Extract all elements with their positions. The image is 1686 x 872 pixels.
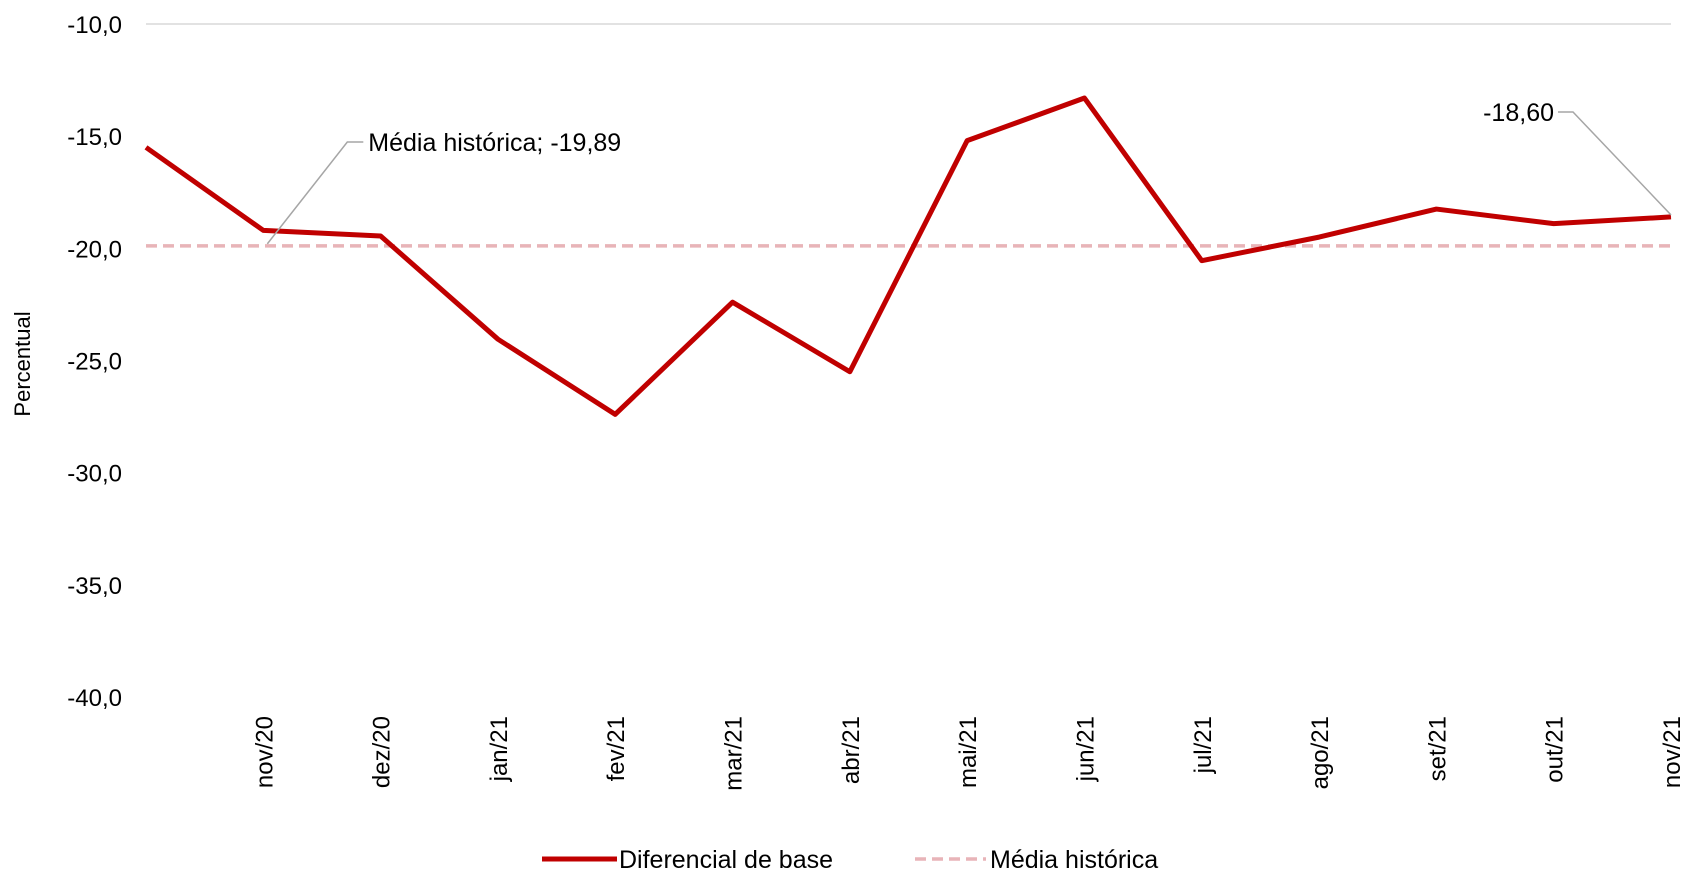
legend: Diferencial de base Média histórica	[542, 846, 1158, 872]
series-line-diferencial-de-base	[144, 95, 1672, 417]
y-tick-label: -40,0	[67, 685, 122, 712]
legend-item-diferencial-de-base: Diferencial de base	[542, 846, 833, 872]
legend-label: Média histórica	[990, 846, 1158, 872]
y-axis-title: Percentual	[10, 311, 35, 416]
y-tick-label: -20,0	[67, 236, 122, 263]
y-tick-label: -30,0	[67, 461, 122, 488]
x-tick-label: mar/21	[721, 716, 748, 791]
x-tick-label: jan/21	[486, 716, 513, 782]
x-tick-label: nov/20	[251, 716, 278, 788]
x-tick-label: abr/21	[838, 716, 865, 784]
x-tick-label: fev/21	[603, 716, 630, 781]
x-tick-label: out/21	[1542, 716, 1569, 783]
x-tick-label: jun/21	[1072, 716, 1099, 782]
annotation-media-historica: Média histórica; -19,89	[368, 129, 621, 157]
annotations: Média histórica; -19,89 -18,60	[266, 99, 1672, 245]
leader-line	[266, 141, 364, 245]
annotation-last-value: -18,60	[1483, 99, 1554, 127]
y-tick-label: -15,0	[67, 124, 122, 151]
y-tick-label: -25,0	[67, 349, 122, 376]
y-tick-label: -10,0	[67, 12, 122, 39]
x-tick-label: jul/21	[1190, 716, 1217, 774]
y-tick-label: -35,0	[67, 573, 122, 600]
x-tick-label: set/21	[1424, 716, 1451, 781]
leader-line	[1558, 111, 1672, 216]
x-tick-label: nov/21	[1659, 716, 1686, 788]
x-tick-label: ago/21	[1307, 716, 1334, 789]
y-axis-ticks: -10,0 -15,0 -20,0 -25,0 -30,0 -35,0 -40,0	[67, 12, 122, 712]
x-tick-label: mai/21	[955, 716, 982, 788]
legend-item-media-historica: Média histórica	[915, 846, 1158, 872]
legend-label: Diferencial de base	[619, 846, 833, 872]
x-tick-label: dez/20	[369, 716, 396, 788]
x-axis-ticks: nov/20 dez/20 jan/21 fev/21 mar/21 abr/21 mai/…	[251, 716, 1686, 791]
series-layer	[144, 95, 1672, 417]
